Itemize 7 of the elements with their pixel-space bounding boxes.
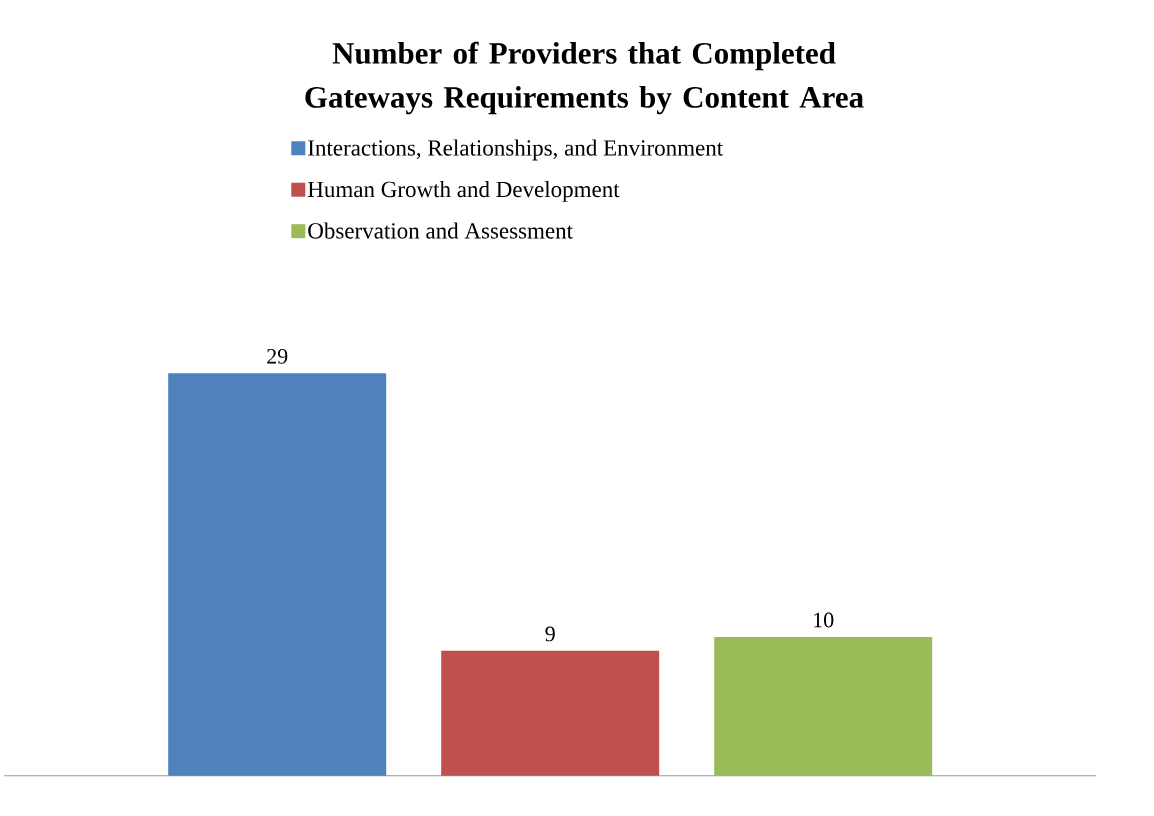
legend-label: Interactions, Relationships, and Environment (308, 139, 724, 161)
data-label: 10 (814, 612, 834, 628)
data-label: 29 (267, 348, 288, 364)
legend-label: Observation and Assessment (308, 222, 573, 239)
data-label: 9 (545, 626, 555, 642)
chart-title: Number of Providers that Completed Gateways Requirements by Content Area (305, 41, 864, 115)
legend-label: Human Growth and Development (307, 180, 620, 202)
